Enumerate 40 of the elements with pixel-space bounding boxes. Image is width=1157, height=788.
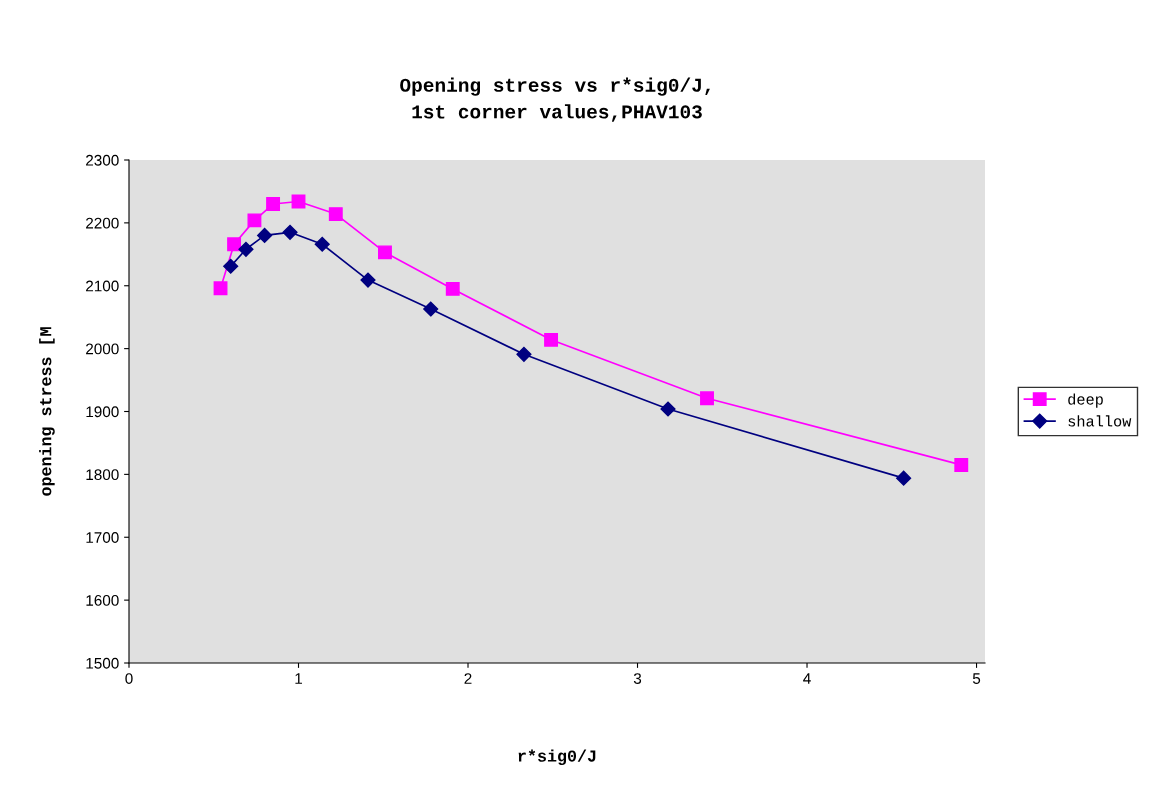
point — [314, 236, 330, 252]
legend-label: deep — [1068, 393, 1103, 408]
point — [360, 272, 376, 288]
legend-label: shallow — [1068, 415, 1132, 427]
y-tick-label: 2000 — [86, 343, 119, 355]
point — [213, 281, 228, 296]
point — [445, 281, 460, 296]
point — [544, 332, 559, 347]
y-tick-label: 2200 — [86, 217, 119, 229]
y-tick-label: 2300 — [86, 154, 119, 166]
point — [223, 258, 239, 274]
y-tick-label: 1800 — [86, 469, 119, 481]
point — [896, 470, 912, 486]
chart-title: Opening stress vs r*sig0/J, 1st corner values,PHAV103 — [400, 77, 710, 122]
x-tick-label: 3 — [633, 673, 642, 684]
x-tick-label: 5 — [972, 673, 981, 684]
x-tick-label: 4 — [803, 673, 811, 684]
point — [257, 227, 273, 244]
point — [378, 245, 392, 260]
y-axis-title: opening stress [M — [39, 327, 55, 496]
y-tick-label: 1600 — [86, 594, 119, 606]
point — [954, 457, 969, 472]
point — [282, 224, 298, 240]
x-tick-label: 1 — [295, 673, 303, 684]
x-axis-title: r*sig0/J — [518, 749, 596, 766]
y-tick-label: 1900 — [86, 406, 119, 418]
point — [700, 391, 714, 406]
y-tick-label: 1700 — [86, 532, 119, 543]
point — [227, 237, 242, 252]
y-tick-label: 1500 — [86, 657, 119, 669]
point — [266, 197, 281, 211]
point — [238, 241, 254, 257]
point — [328, 207, 343, 222]
point — [516, 346, 532, 362]
point — [423, 301, 439, 317]
x-tick-label: 0 — [125, 673, 133, 684]
point — [660, 401, 676, 417]
y-tick-label: 2100 — [86, 280, 119, 292]
point — [247, 213, 262, 228]
x-tick-label: 2 — [464, 673, 472, 684]
